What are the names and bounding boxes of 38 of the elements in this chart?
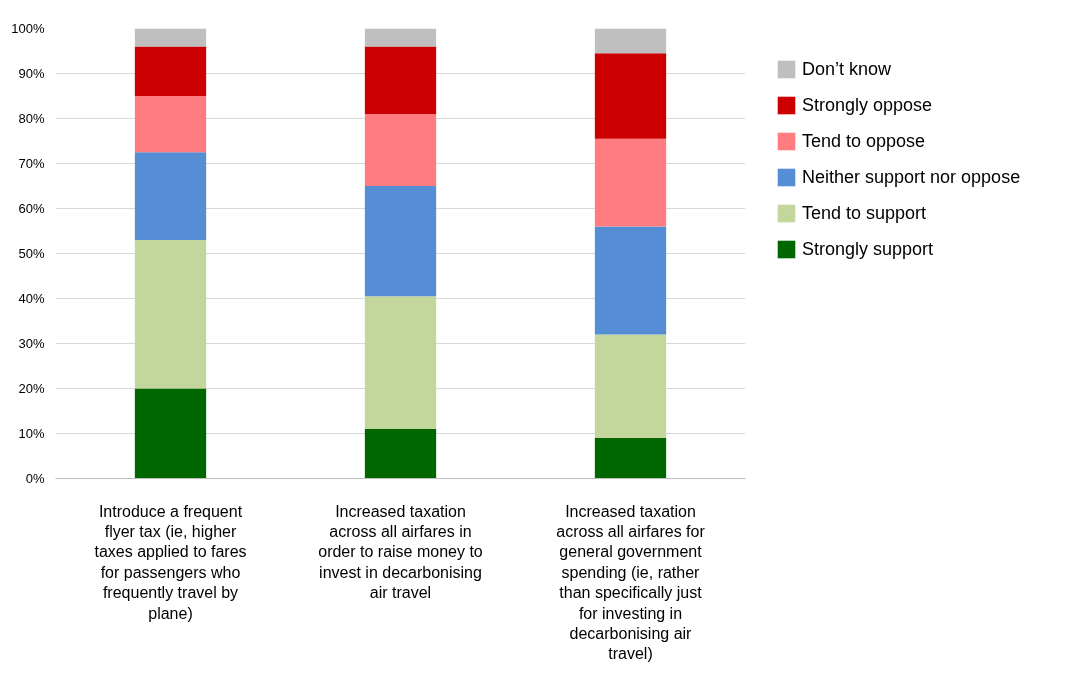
y-tick-label: 70% [18, 156, 45, 171]
bar [134, 96, 207, 153]
bar [364, 296, 437, 429]
legend-label: Tend to support [802, 202, 927, 224]
y-tick-label: 80% [18, 111, 45, 126]
x-tick-label: Increased taxation across all airfares for general government spending (ie, rather than specifically just for investing in decarbonising air travel) [556, 502, 706, 663]
legend-label: Tend to oppose [802, 130, 926, 152]
bar [134, 46, 207, 96]
y-tick-label: 90% [18, 66, 45, 81]
legend-label: Neither support nor oppose [802, 166, 1021, 188]
bar [134, 388, 207, 479]
bar [364, 429, 437, 479]
y-tick-label: 60% [18, 201, 45, 216]
bar [594, 138, 667, 227]
bar [594, 226, 667, 335]
x-tick-label: Introduce a frequent flyer tax (ie, higher taxes applied to fares for passengers who frequently travel by plane) [94, 502, 247, 622]
bar [364, 186, 437, 297]
y-tick-label: 100% [11, 21, 45, 36]
bar [134, 240, 207, 389]
y-tick-label: 30% [18, 336, 45, 351]
bar [134, 28, 207, 47]
legend-label: Strongly oppose [802, 94, 933, 116]
bar [594, 28, 667, 54]
bar [134, 152, 207, 240]
legend-label: Don’t know [802, 58, 892, 80]
bar [364, 114, 437, 186]
bar [364, 28, 437, 47]
legend-label: Strongly support [802, 238, 934, 260]
y-tick-label: 20% [18, 381, 45, 396]
y-tick-label: 0% [25, 471, 45, 486]
y-tick-label: 10% [18, 426, 45, 441]
y-tick-label: 50% [18, 246, 45, 261]
x-tick-label: Increased taxation across all airfares in order to raise money to invest in decarbonising air travel [318, 502, 483, 602]
bar [594, 438, 667, 479]
bar [364, 46, 437, 114]
y-tick-label: 40% [18, 291, 45, 306]
bar [594, 53, 667, 139]
bar [594, 334, 667, 438]
